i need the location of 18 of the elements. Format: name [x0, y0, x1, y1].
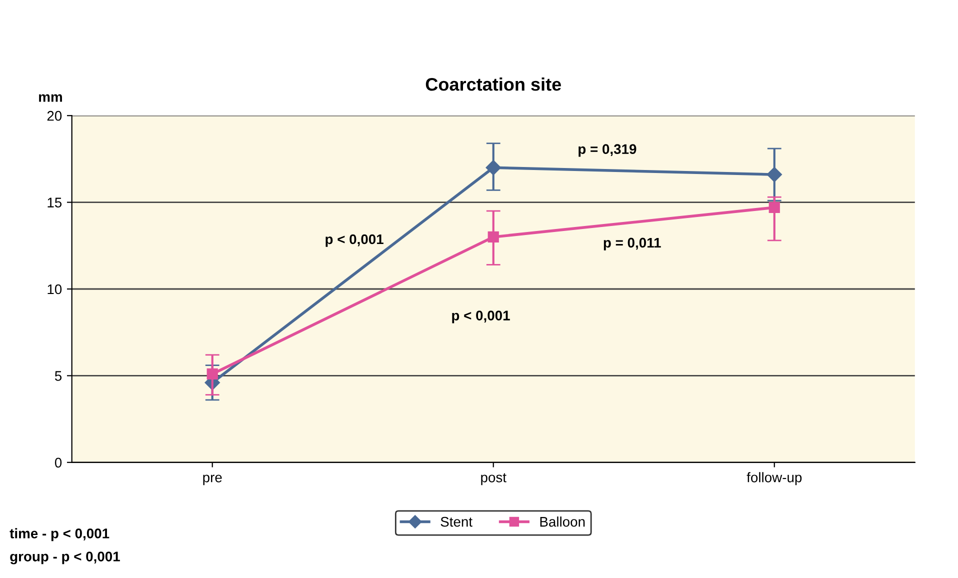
- y-axis-title: mm: [39, 94, 62, 102]
- y-tick-label: 10: [48, 284, 62, 294]
- y-tick-label: 20: [47, 110, 62, 121]
- chart-title: Coarctation site: [426, 78, 561, 91]
- x-tick-label: post: [481, 473, 506, 486]
- legend-label: Balloon: [540, 516, 585, 527]
- y-tick-label: 0: [54, 458, 62, 468]
- legend-label: Stent: [440, 516, 472, 527]
- text: time - p < 0,001: [10, 528, 110, 542]
- y-tick-label: 15: [48, 198, 62, 208]
- x-tick-label: follow-up: [746, 472, 802, 486]
- x-tick-label: pre: [203, 474, 222, 486]
- annotation: p < 0,001: [326, 234, 384, 247]
- annotation: p = 0,319: [578, 144, 636, 157]
- text: group - p < 0,001: [10, 552, 120, 564]
- annotation: p < 0,001: [452, 310, 510, 324]
- y-tick-label: 5: [54, 371, 62, 381]
- annotation: p = 0,011: [604, 238, 661, 250]
